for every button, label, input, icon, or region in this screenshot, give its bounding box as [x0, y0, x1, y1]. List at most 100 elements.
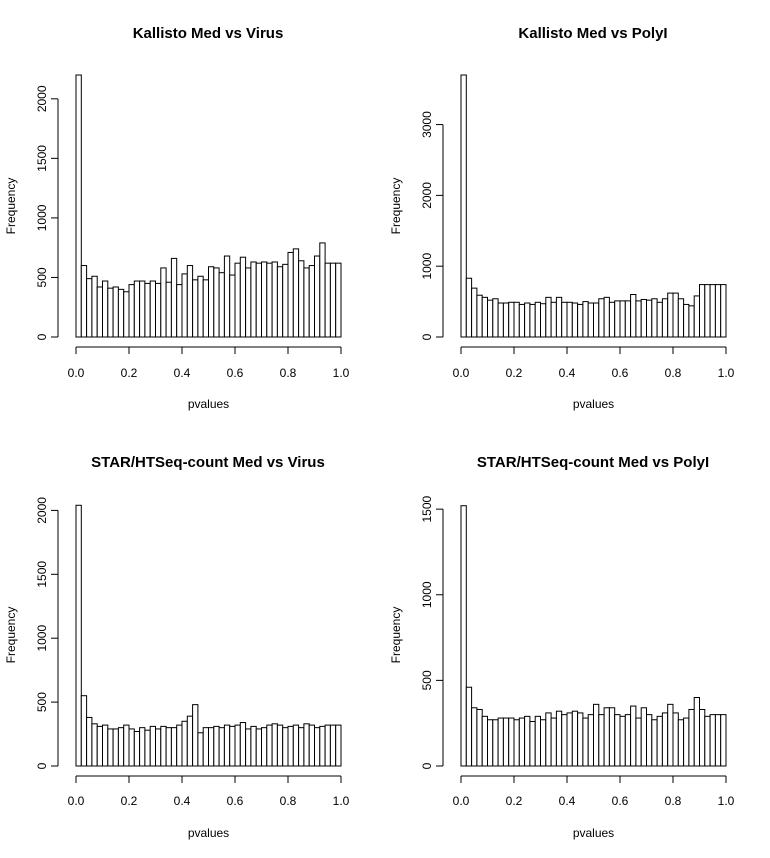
x-tick-label: 0.0 [453, 366, 470, 380]
histogram-bar [518, 303, 526, 338]
chart-title: STAR/HTSeq-count Med vs PolyI [477, 454, 709, 471]
histogram-bar [239, 256, 247, 338]
x-tick-label: 0.4 [174, 794, 191, 808]
histogram-bar [202, 727, 209, 767]
histogram-bar [476, 708, 483, 767]
histogram-bar [314, 255, 321, 338]
histogram-bar [624, 714, 632, 767]
histogram-bar [261, 261, 268, 338]
histogram-bar [540, 719, 547, 767]
histogram-bar [165, 727, 172, 767]
histogram-bar [186, 265, 194, 338]
histogram-bar [160, 267, 167, 338]
histogram-bar [308, 265, 316, 338]
chart-title: STAR/HTSeq-count Med vs Virus [91, 454, 325, 471]
histogram-bar [492, 298, 499, 338]
histogram-bar [245, 728, 252, 767]
histogram-bar [102, 280, 109, 338]
histogram-bar [550, 717, 557, 767]
x-tick-label: 0.6 [612, 366, 629, 380]
histogram-bar [571, 710, 579, 767]
histogram-bar [481, 715, 489, 767]
histogram-bar [75, 74, 82, 338]
histogram-bar [96, 725, 103, 767]
y-tick-label: 1000 [35, 204, 49, 231]
histogram-bar [155, 282, 162, 338]
histogram-bar [614, 714, 621, 767]
y-tick-label: 1500 [420, 495, 434, 522]
histogram-bar [471, 707, 478, 767]
histogram-bar [139, 727, 146, 767]
histogram-bar [329, 724, 337, 767]
histogram-bar [508, 301, 515, 338]
histogram-bar [208, 727, 215, 767]
histogram-bar [266, 724, 273, 767]
histogram-bar [577, 303, 584, 338]
histogram-bar [614, 300, 621, 338]
histogram-bar [117, 288, 125, 338]
histogram-bar [619, 715, 626, 767]
histogram-bar [635, 300, 642, 338]
histogram-bar [123, 291, 130, 338]
histogram-bar [699, 708, 706, 767]
x-tick-label: 0.6 [227, 366, 244, 380]
histogram-bar [672, 292, 679, 338]
histogram-bar [218, 272, 225, 338]
histogram-bar [176, 724, 183, 767]
histogram-bar [213, 267, 220, 338]
histogram-bar [677, 298, 685, 338]
histogram-bar [487, 299, 494, 338]
x-tick-label: 0.2 [121, 794, 138, 808]
histogram-bar [677, 719, 685, 767]
histogram-panel-3: STAR/HTSeq-count Med vs Virus 0.0 0.2 0.4 0.… [4, 454, 350, 840]
histogram-bar [208, 266, 215, 338]
histogram-bar [86, 278, 93, 338]
x-tick-label: 0.6 [612, 794, 629, 808]
histogram-bar [176, 284, 183, 338]
x-tick-label: 0.6 [227, 794, 244, 808]
histogram-bar [250, 725, 257, 767]
histogram-bar [545, 712, 552, 767]
histogram-bar [282, 263, 289, 338]
histogram-bar [566, 301, 573, 338]
x-axis-label: pvalues [573, 826, 614, 840]
histogram-bar [619, 300, 626, 338]
histogram-bar [714, 284, 722, 338]
histogram-bar [149, 280, 156, 338]
histogram-bar [303, 267, 310, 338]
histogram-bar [117, 727, 125, 767]
histogram-bar [688, 708, 695, 767]
histogram-bar [635, 717, 642, 767]
histogram-bar [534, 301, 542, 338]
y-tick-label: 2000 [420, 182, 434, 209]
histogram-bar [144, 729, 151, 767]
histogram-bar [234, 724, 241, 767]
histogram-bar [160, 725, 167, 767]
histogram-bar [223, 255, 231, 338]
histogram-bar [229, 725, 236, 767]
histogram-bar [487, 719, 494, 767]
histogram-bar [213, 725, 220, 767]
histogram-bar [481, 296, 489, 338]
x-axis-label: pvalues [188, 826, 229, 840]
histogram-bar [202, 279, 209, 338]
histogram-bar [319, 725, 326, 767]
histogram-bar [234, 262, 241, 338]
histogram-bar [704, 284, 711, 338]
histogram-bar [460, 74, 467, 338]
histogram-bar [720, 284, 727, 338]
histogram-bar [608, 707, 616, 767]
y-axis-label: Frequency [4, 607, 18, 664]
histogram-bar [577, 712, 584, 767]
y-tick-label: 0 [35, 762, 49, 769]
histogram-bar [107, 287, 114, 338]
histogram-bar [518, 717, 526, 767]
histogram-bar [112, 286, 119, 338]
histogram-panel-2: Kallisto Med vs PolyI 0.0 0.2 0.4 0.6 0.8 1.0 p… [389, 25, 735, 411]
y-axis-label: Frequency [389, 607, 403, 664]
histogram-bar [683, 717, 690, 767]
histogram-bar [593, 703, 600, 767]
histogram-bar [656, 301, 663, 338]
histogram-bar [476, 294, 483, 338]
